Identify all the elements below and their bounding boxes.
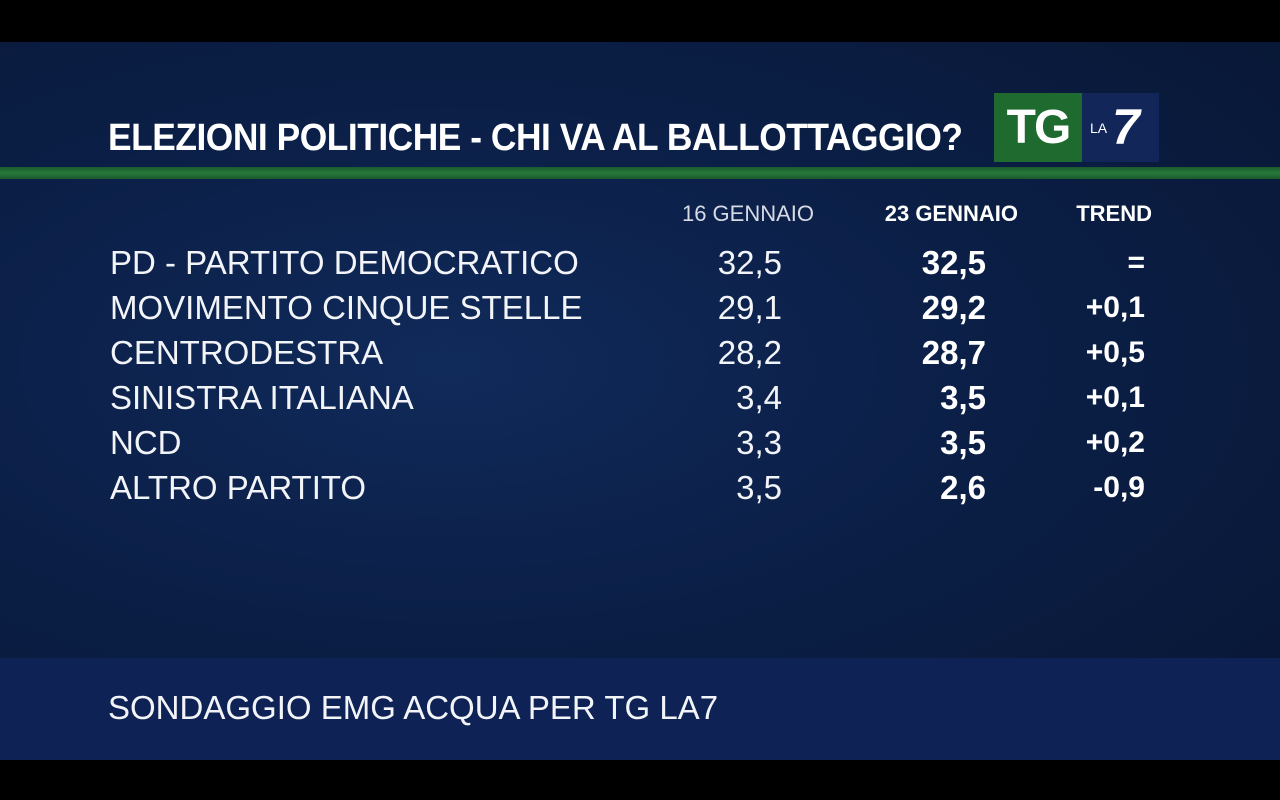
table-row: MOVIMENTO CINQUE STELLE 29,1 29,2 +0,1 bbox=[0, 285, 1280, 330]
graphic-title: ELEZIONI POLITICHE - CHI VA AL BALLOTTAG… bbox=[108, 117, 963, 159]
footer-band bbox=[0, 658, 1280, 760]
logo-tg: TG bbox=[994, 93, 1082, 162]
table-row: PD - PARTITO DEMOCRATICO 32,5 32,5 = bbox=[0, 240, 1280, 285]
poll-source: SONDAGGIO EMG ACQUA PER TG LA7 bbox=[108, 689, 719, 726]
value-16-gennaio: 3,3 bbox=[736, 424, 782, 461]
value-23-gennaio: 32,5 bbox=[921, 244, 986, 281]
results-table: PD - PARTITO DEMOCRATICO 32,5 32,5 = MOV… bbox=[0, 240, 1280, 510]
table-row: SINISTRA ITALIANA 3,4 3,5 +0,1 bbox=[0, 375, 1280, 420]
value-23-gennaio: 3,5 bbox=[940, 424, 986, 461]
letterbox-top bbox=[0, 0, 1280, 42]
tg-la7-logo: TG LA 7 bbox=[994, 93, 1159, 162]
column-header-16-gennaio: 16 GENNAIO bbox=[681, 201, 814, 226]
trend-value: +0,5 bbox=[1085, 336, 1145, 369]
table-row: NCD 3,3 3,5 +0,2 bbox=[0, 420, 1280, 465]
green-divider bbox=[0, 167, 1280, 179]
trend-value: +0,1 bbox=[1085, 381, 1145, 414]
logo-seven-text: 7 bbox=[1112, 99, 1140, 155]
value-23-gennaio: 28,7 bbox=[921, 334, 986, 371]
value-23-gennaio: 3,5 bbox=[940, 379, 986, 416]
column-header-trend: TREND bbox=[1076, 201, 1152, 226]
letterbox-bottom bbox=[0, 760, 1280, 800]
column-header-23-gennaio: 23 GENNAIO bbox=[884, 201, 1018, 226]
logo-la-text: LA bbox=[1090, 120, 1108, 136]
table-row: ALTRO PARTITO 3,5 2,6 -0,9 bbox=[0, 465, 1280, 510]
value-23-gennaio: 2,6 bbox=[940, 469, 986, 506]
party-name: CENTRODESTRA bbox=[110, 334, 384, 371]
value-16-gennaio: 32,5 bbox=[717, 244, 782, 281]
trend-value: -0,9 bbox=[1093, 471, 1145, 504]
trend-value: +0,2 bbox=[1085, 426, 1145, 459]
table-row: CENTRODESTRA 28,2 28,7 +0,5 bbox=[0, 330, 1280, 375]
logo-la7: LA 7 bbox=[1082, 93, 1159, 162]
party-name: ALTRO PARTITO bbox=[110, 469, 367, 506]
trend-value: = bbox=[1127, 246, 1145, 279]
value-16-gennaio: 28,2 bbox=[717, 334, 782, 371]
trend-value: +0,1 bbox=[1085, 291, 1145, 324]
value-23-gennaio: 29,2 bbox=[921, 289, 986, 326]
value-16-gennaio: 3,5 bbox=[736, 469, 782, 506]
party-name: NCD bbox=[110, 424, 182, 461]
party-name: SINISTRA ITALIANA bbox=[110, 379, 414, 416]
value-16-gennaio: 29,1 bbox=[717, 289, 782, 326]
party-name: PD - PARTITO DEMOCRATICO bbox=[110, 244, 579, 281]
party-name: MOVIMENTO CINQUE STELLE bbox=[110, 289, 583, 326]
value-16-gennaio: 3,4 bbox=[736, 379, 782, 416]
